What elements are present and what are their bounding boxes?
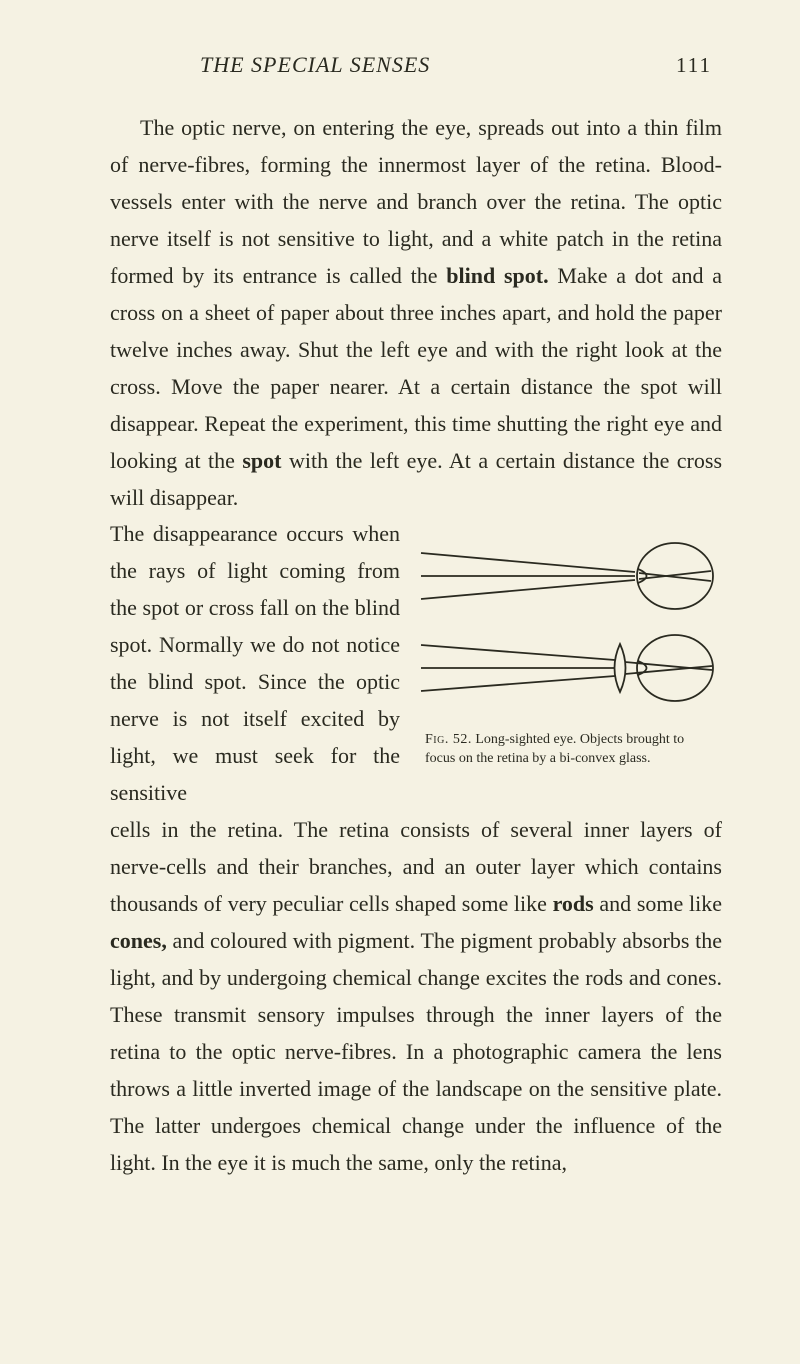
- long-sighted-eye-diagram: [417, 536, 717, 721]
- page-number: 111: [676, 53, 712, 78]
- figure-label: Fig. 52.: [425, 732, 472, 747]
- biconvex-lens: [615, 644, 626, 692]
- left-text: The disappearance occurs when the rays o…: [110, 516, 400, 812]
- text-segment: Make a dot and a cross on a sheet of pap…: [110, 263, 722, 473]
- ray-bottom-1: [421, 645, 615, 660]
- text-segment: and some like: [594, 891, 722, 916]
- ray-top-3: [421, 580, 635, 599]
- ray-top-1: [421, 553, 635, 572]
- ray-bottom-inside-2: [625, 666, 712, 674]
- left-text-column: The disappearance occurs when the rays o…: [110, 516, 400, 812]
- paragraph-bottom: cells in the retina. The retina consists…: [110, 812, 722, 1182]
- page-header: THE SPECIAL SENSES 111: [110, 52, 722, 78]
- header-title: THE SPECIAL SENSES: [200, 52, 430, 78]
- figure-caption: Fig. 52. Long-sighted eye. Objects broug…: [417, 731, 717, 769]
- ray-bottom-3: [421, 676, 615, 691]
- cones-term: cones,: [110, 928, 167, 953]
- spot-term: spot: [242, 448, 281, 473]
- eye-top-cornea: [638, 569, 647, 583]
- blind-spot-term: blind spot.: [446, 263, 548, 288]
- page-container: THE SPECIAL SENSES 111 The optic nerve, …: [0, 0, 800, 1242]
- eye-top-outline: [637, 543, 713, 609]
- paragraph-top: The optic nerve, on entering the eye, sp…: [110, 110, 722, 516]
- figure-column: Fig. 52. Long-sighted eye. Objects broug…: [412, 516, 722, 769]
- ray-bottom-inside-1: [625, 662, 712, 670]
- eye-bottom-outline: [637, 635, 713, 701]
- text-segment: and coloured with pigment. The pigment p…: [110, 928, 722, 1175]
- text-figure-row: The disappearance occurs when the rays o…: [110, 516, 722, 812]
- rods-term: rods: [553, 891, 594, 916]
